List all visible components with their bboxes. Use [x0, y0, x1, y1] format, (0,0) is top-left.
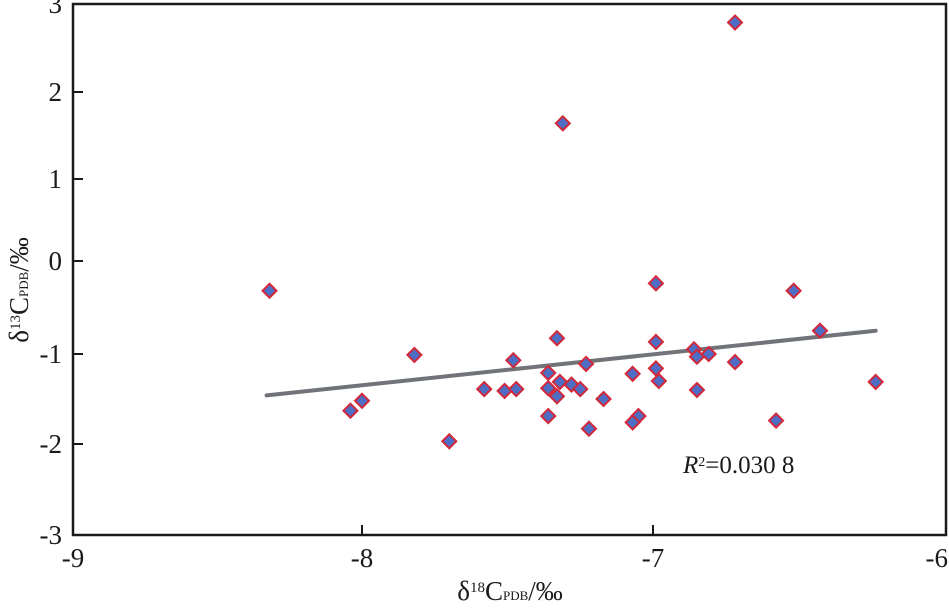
y-tick-label: 3: [49, 0, 63, 19]
x-tick-label: -6: [926, 543, 949, 573]
data-point-marker: [353, 392, 371, 410]
y-title-sub: PDB: [16, 271, 31, 297]
x-axis-ticks: -9 -8 -7 -6: [62, 525, 948, 573]
x-title-sub: PDB: [503, 588, 529, 603]
x-tick-label: -8: [351, 543, 374, 573]
data-point-marker: [554, 114, 572, 132]
data-point-marker: [700, 345, 718, 363]
data-point-marker: [726, 14, 744, 31]
y-tick-label: -1: [40, 339, 63, 369]
y-axis-ticks: 3 2 1 0 -1 -2 -3: [40, 0, 83, 550]
y-title-suffix: /‰: [4, 237, 34, 272]
data-point-marker: [440, 432, 458, 450]
data-point-marker: [688, 381, 706, 399]
data-point-marker: [496, 382, 514, 400]
y-axis-title: δ13CPDB/‰: [4, 237, 34, 343]
x-tick-label: -7: [642, 543, 665, 573]
data-point-marker: [504, 351, 522, 369]
x-title-suffix: /‰: [528, 576, 563, 606]
x-title-main: C: [485, 576, 503, 606]
data-point-marker: [726, 353, 744, 371]
data-point-marker: [647, 274, 665, 292]
data-point-marker: [595, 390, 612, 408]
y-title-main: C: [4, 297, 34, 315]
y-tick-label: -3: [40, 520, 63, 550]
data-point-marker: [767, 412, 785, 430]
data-point-marker: [548, 329, 566, 347]
r-squared-annotation: R2=0.030 8: [682, 452, 794, 479]
y-title-prefix: δ: [4, 330, 34, 343]
x-title-prefix: δ: [457, 576, 470, 606]
data-point-marker: [647, 359, 665, 377]
r-symbol: R: [682, 452, 698, 479]
data-point-marker: [647, 333, 665, 351]
data-point-marker: [342, 402, 359, 420]
data-point-marker: [811, 322, 829, 340]
plot-frame: [71, 2, 948, 537]
data-point-marker: [867, 373, 885, 391]
trendline-group: [264, 328, 878, 398]
x-title-sup: 18: [470, 580, 485, 596]
data-point-marker: [475, 380, 493, 398]
y-title-sup: 13: [8, 315, 24, 330]
data-point-marker: [577, 355, 595, 373]
data-point-marker: [539, 407, 557, 425]
data-point-marker: [650, 372, 668, 390]
y-tick-label: -2: [40, 429, 63, 459]
y-tick-label: 2: [49, 77, 63, 107]
x-axis-title: δ18CPDB/‰: [457, 576, 563, 606]
r-value: =0.030 8: [705, 452, 794, 479]
data-point-marker: [571, 380, 589, 398]
data-point-marker: [551, 373, 569, 391]
data-points: [261, 14, 885, 450]
data-point-marker: [539, 379, 557, 397]
data-point-marker: [785, 282, 803, 300]
data-point-marker: [580, 420, 598, 438]
y-tick-label: 0: [49, 246, 63, 276]
data-point-marker: [261, 282, 278, 300]
data-point-marker: [507, 380, 525, 398]
data-point-marker: [624, 365, 642, 383]
x-tick-label: -9: [62, 543, 85, 573]
y-tick-label: 1: [49, 164, 63, 194]
r-sup: 2: [698, 455, 705, 470]
data-point-marker: [548, 387, 566, 405]
trendline: [264, 328, 878, 398]
data-point-marker: [624, 413, 642, 431]
data-point-marker: [405, 346, 423, 364]
